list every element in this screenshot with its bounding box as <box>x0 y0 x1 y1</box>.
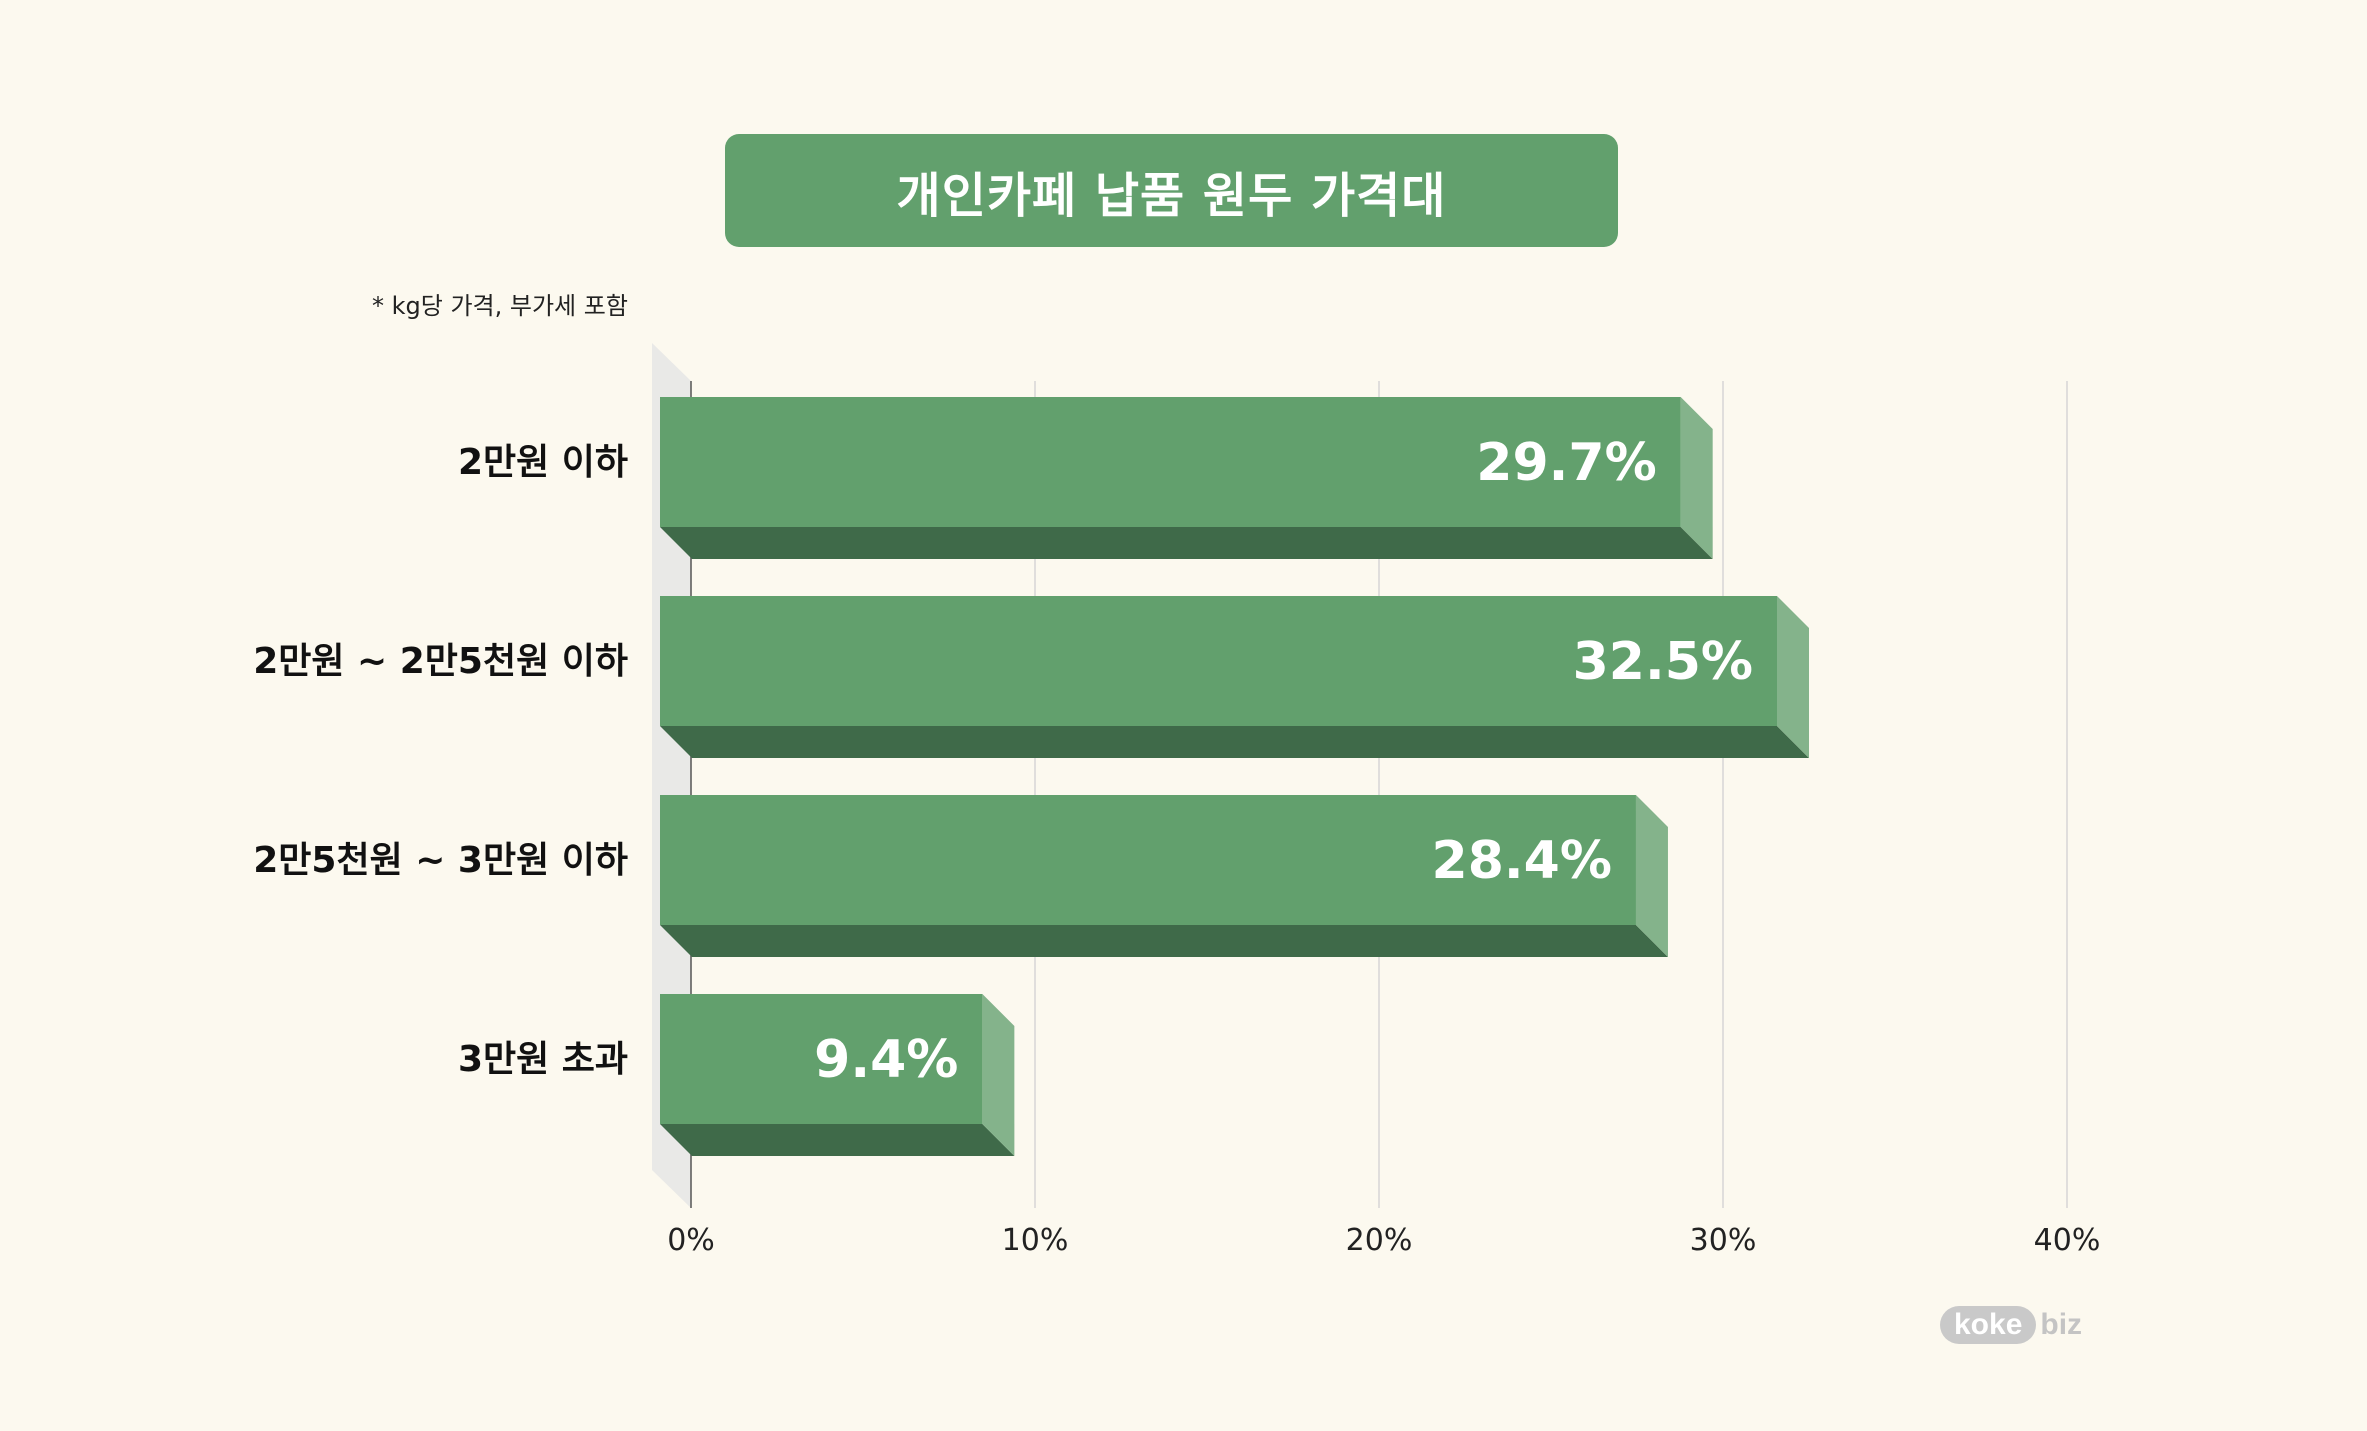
x-tick-label: 20% <box>1346 1223 1413 1258</box>
x-tick-label: 0% <box>667 1223 715 1258</box>
bar-value-label: 32.5% <box>1573 632 1753 692</box>
category-label: 2만원 ~ 2만5천원 이하 <box>253 641 628 682</box>
bar-value-label: 28.4% <box>1432 831 1612 891</box>
x-tick-label: 40% <box>2034 1223 2101 1258</box>
bar-side-face <box>1635 795 1668 957</box>
bar-bottom-face <box>660 726 1809 758</box>
chart-title: 개인카페 납품 원두 가격대 <box>725 134 1618 247</box>
bar-bottom-face <box>660 925 1668 957</box>
bar-value-label: 9.4% <box>814 1030 958 1090</box>
bar-bottom-face <box>660 1124 1015 1156</box>
brand-logo-koke: koke <box>1940 1306 2037 1344</box>
bar <box>660 397 1681 527</box>
chart-side-wall <box>652 343 691 1208</box>
bar-side-face <box>1777 596 1809 758</box>
bar-bottom-face <box>660 527 1713 559</box>
x-tick-label: 30% <box>1690 1223 1757 1258</box>
bar <box>660 795 1636 925</box>
bar-value-label: 29.7% <box>1476 433 1656 493</box>
category-label: 2만원 이하 <box>458 442 628 483</box>
bar-side-face <box>982 994 1015 1156</box>
brand-logo-biz: biz <box>2040 1308 2083 1341</box>
x-tick-label: 10% <box>1002 1223 1069 1258</box>
category-label: 3만원 초과 <box>458 1039 628 1080</box>
brand-logo: koke biz <box>1940 1305 2082 1345</box>
bar <box>660 994 983 1124</box>
bar <box>660 596 1777 726</box>
category-label: 2만5천원 ~ 3만원 이하 <box>253 840 628 881</box>
chart-note: * kg당 가격, 부가세 포함 <box>372 292 628 320</box>
bar-side-face <box>1680 397 1713 559</box>
